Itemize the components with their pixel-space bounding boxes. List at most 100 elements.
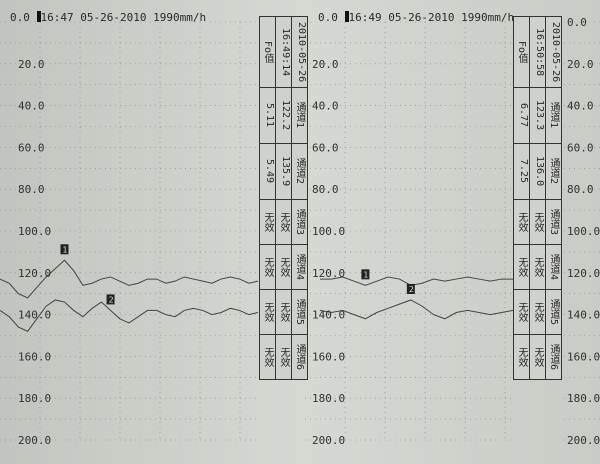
y-tick-label: 100.0 [18, 225, 51, 238]
y-tick-label: 140.0 [567, 309, 600, 322]
table-row: 无效 无效 通道3 [514, 200, 561, 245]
series-marker [361, 269, 370, 280]
table-cell: 6.77 [518, 103, 529, 128]
table-row: Fo值 16:49:14 2010-05-26 [260, 17, 307, 88]
table-cell: 16:49:14 [275, 17, 291, 87]
table-row: 6.77 123.3 通道1 [514, 88, 561, 144]
table-cell: 通道1 [291, 88, 307, 143]
table-row: 无效 无效 通道4 [514, 245, 561, 290]
series-line-2 [0, 299, 259, 332]
y-tick-label: 80.0 [567, 183, 594, 196]
y-tick-label: 20.0 [312, 58, 339, 71]
y-tick-label: 160.0 [18, 350, 51, 363]
y-tick-label: 180.0 [312, 392, 345, 405]
table-cell: 通道6 [291, 335, 307, 379]
panel2-header: 0.0 16:49 05-26-2010 1990mm/h [318, 11, 514, 24]
y-tick-label: 20.0 [18, 58, 45, 71]
table-cell: 无效 [516, 257, 527, 277]
series-marker-label: 2 [109, 295, 114, 304]
y-tick-label: 100.0 [567, 225, 600, 238]
table-cell: Fo值 [262, 40, 273, 64]
table-cell: 无效 [275, 290, 291, 334]
table-cell: 通道5 [545, 290, 561, 334]
y-tick-label: 200.0 [312, 434, 345, 447]
y-tick-label: 20.0 [567, 58, 594, 71]
header-zero: 0.0 [10, 11, 30, 24]
table-cell: 无效 [529, 290, 545, 334]
series-marker [60, 244, 69, 255]
table-row: 7.25 136.0 通道2 [514, 144, 561, 200]
table-row: 5.11 122.2 通道1 [260, 88, 307, 144]
table-row: 无效 无效 通道6 [260, 335, 307, 379]
table-cell: 通道4 [291, 245, 307, 289]
series-marker-label: 2 [409, 285, 414, 294]
marker-icon [36, 11, 41, 22]
table-cell: 无效 [529, 245, 545, 289]
series-line-2 [319, 299, 514, 320]
table-cell: 无效 [516, 212, 527, 232]
table-cell: 通道3 [291, 200, 307, 244]
table-cell: 无效 [516, 302, 527, 322]
y-tick-label: 120.0 [18, 267, 51, 280]
table-cell: 通道3 [545, 200, 561, 244]
table-cell: 无效 [262, 212, 273, 232]
y-tick-label: 120.0 [312, 267, 345, 280]
table-row: 无效 无效 通道5 [514, 290, 561, 335]
table-row: 无效 无效 通道3 [260, 200, 307, 245]
header-text: 16:49 05-26-2010 1990mm/h [348, 11, 515, 24]
header-zero: 0.0 [318, 11, 338, 24]
table-row: 无效 无效 通道4 [260, 245, 307, 290]
table-row: Fo值 16:50:58 2010-05-26 [514, 17, 561, 88]
table-cell: 7.25 [518, 159, 529, 184]
y-tick-label: 40.0 [18, 100, 45, 113]
marker-icon [344, 11, 349, 22]
series-marker [406, 283, 415, 294]
y-tick-label: 180.0 [567, 392, 600, 405]
y-tick-label: 60.0 [312, 141, 339, 154]
table-cell: 123.3 [529, 88, 545, 143]
result-table-1: Fo值 16:49:14 2010-05-26 5.11 122.2 通道1 5.49 135… [259, 16, 308, 380]
y-tick-label: 180.0 [18, 392, 51, 405]
y-tick-label: 160.0 [567, 350, 600, 363]
y-tick-label: 40.0 [312, 100, 339, 113]
table-cell: 通道4 [545, 245, 561, 289]
table-cell: Fo值 [516, 40, 527, 64]
table-cell: 通道2 [545, 144, 561, 199]
table-row: 5.49 135.9 通道2 [260, 144, 307, 200]
table-cell: 5.11 [264, 103, 275, 128]
header-text: 16:47 05-26-2010 1990mm/h [40, 11, 207, 24]
table-cell: 通道2 [291, 144, 307, 199]
series-marker-label: 1 [63, 245, 68, 254]
table-cell: 122.2 [275, 88, 291, 143]
y-tick-label: 0.0 [567, 16, 587, 29]
table-cell: 无效 [516, 347, 527, 367]
series-marker-label: 1 [363, 270, 368, 279]
y-tick-label: 60.0 [18, 141, 45, 154]
series-marker [106, 294, 115, 305]
y-tick-label: 40.0 [567, 100, 594, 113]
table-cell: 无效 [275, 200, 291, 244]
y-tick-label: 80.0 [312, 183, 339, 196]
table-cell: 无效 [262, 347, 273, 367]
series-line-1 [320, 276, 513, 286]
table-cell: 16:50:58 [529, 17, 545, 87]
table-cell: 无效 [262, 302, 273, 322]
y-tick-label: 160.0 [312, 350, 345, 363]
table-cell: 无效 [529, 335, 545, 379]
y-tick-label: 120.0 [567, 267, 600, 280]
table-cell: 2010-05-26 [545, 17, 561, 87]
y-tick-label: 80.0 [18, 183, 45, 196]
table-cell: 2010-05-26 [291, 17, 307, 87]
table-cell: 无效 [529, 200, 545, 244]
table-cell: 通道5 [291, 290, 307, 334]
table-cell: 135.9 [275, 144, 291, 199]
table-cell: 无效 [262, 257, 273, 277]
y-tick-label: 200.0 [18, 434, 51, 447]
y-tick-label: 140.0 [18, 309, 51, 322]
table-row: 无效 无效 通道5 [260, 290, 307, 335]
table-cell: 通道6 [545, 335, 561, 379]
y-tick-label: 200.0 [567, 434, 600, 447]
panel1-header: 0.0 16:47 05-26-2010 1990mm/h [10, 11, 206, 24]
